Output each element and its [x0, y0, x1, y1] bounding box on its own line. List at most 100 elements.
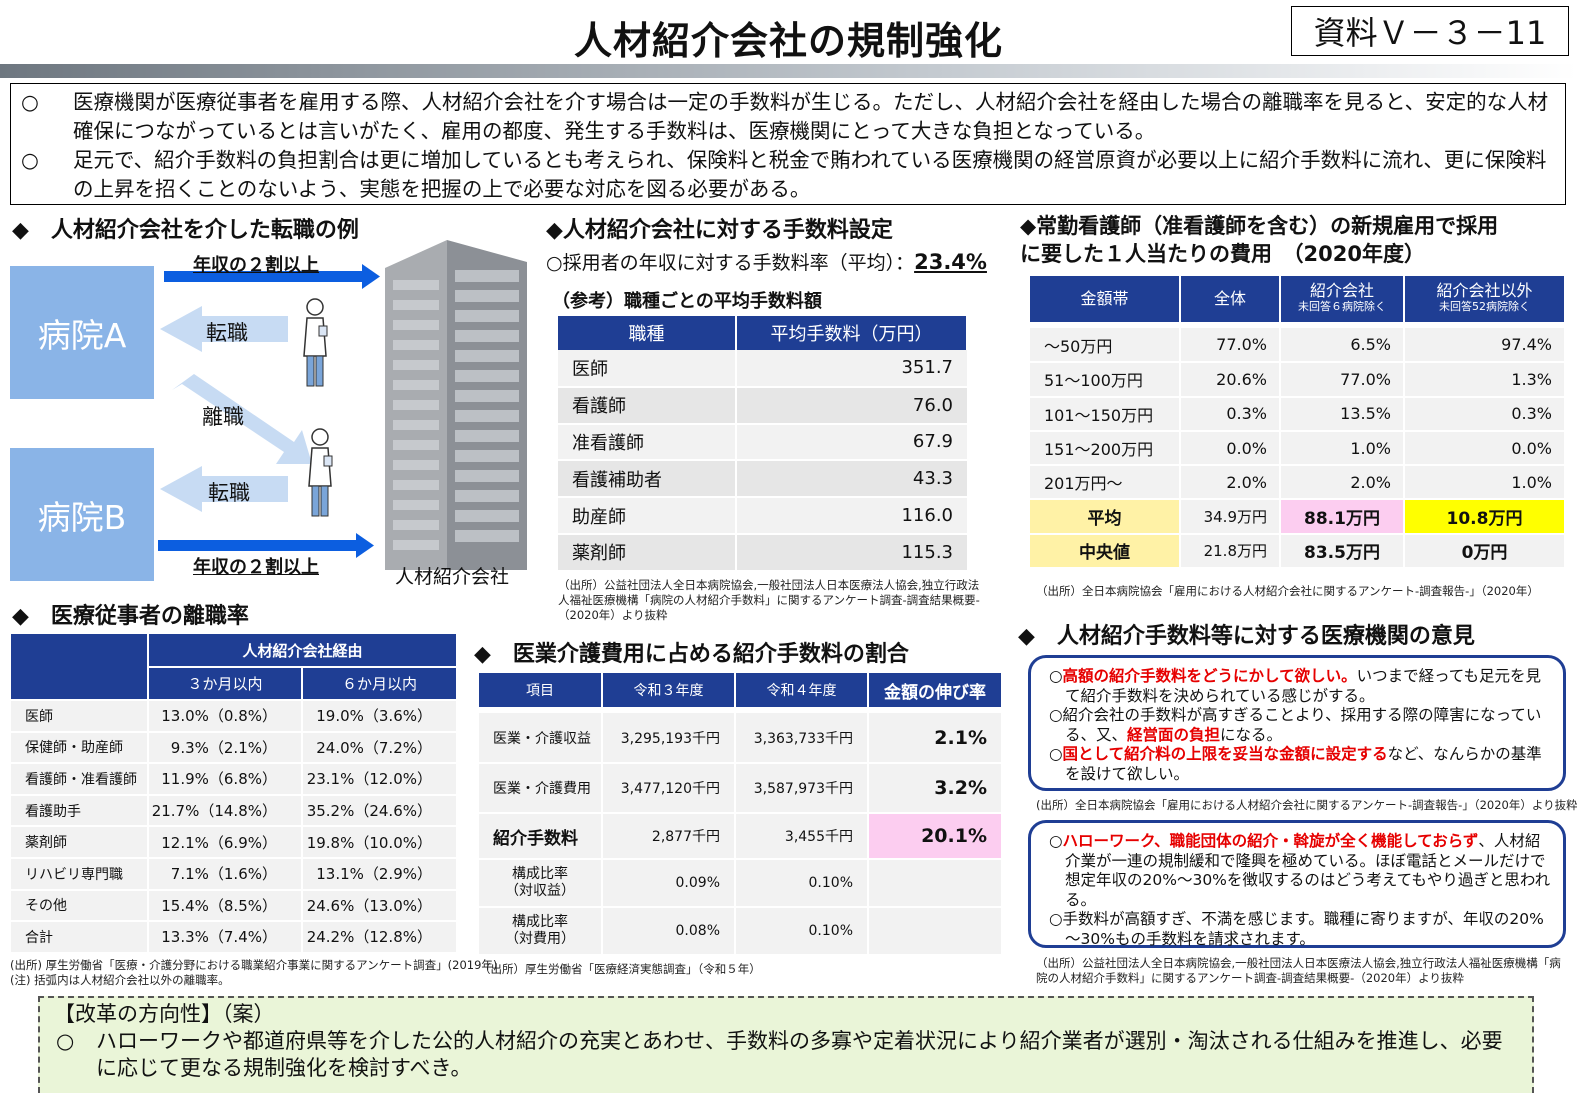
table-row: 紹介手数料 2,877千円 3,455千円 20.1% [479, 813, 1003, 860]
cost-cell: 6.5% [1280, 328, 1405, 364]
rate-cell: 21.7%（14.8%） [148, 794, 303, 828]
cost-cell: 13.5% [1280, 396, 1405, 432]
cost-band: 201万円～ [1030, 465, 1181, 501]
table-row: 看護師 76.0 [558, 386, 967, 425]
rate-col-header: ３か月以内 [148, 667, 303, 701]
tenshoku-label: 転職 [206, 321, 248, 345]
intro-paragraph: ○ 足元で、紹介手数料の負担割合は更に増加しているとも考えられ、保険料と税金で賄… [21, 146, 1557, 204]
fee-job: 医師 [558, 350, 737, 388]
hospital-b-box: 病院B [10, 448, 154, 581]
fee-job: 准看護師 [558, 423, 737, 462]
cost-cell: 0.0% [1180, 430, 1281, 467]
fee-sub-heading: （参考）職種ごとの平均手数料額 [552, 291, 822, 312]
fee-job: 看護師 [558, 386, 737, 425]
cost-band: 51～100万円 [1030, 362, 1181, 398]
turnover-table: 人材紹介会社経由 ３か月以内 ６か月以内 医師 13.0%（0.8%） 19.0%（… [11, 634, 458, 954]
ratio-label-text: 構成比率 [512, 914, 568, 930]
cost-table: 金額帯 全体 紹介会社 未回答６病院除く 紹介会社以外 未回答52病院除く ～50万… [1030, 276, 1566, 570]
rate-cell: 12.1%（6.9%） [148, 826, 303, 859]
med-source: （出所）厚生労働省「医療経済実態調査」（令和５年） [479, 962, 761, 976]
rate-cell: 24.0%（7.2%） [302, 731, 458, 765]
rate-job: 看護師・准看護師 [11, 763, 149, 796]
rate-cell: 19.0%（3.6%） [302, 700, 458, 733]
cost-cell: 83.5万円 [1280, 533, 1405, 570]
table-row: 薬剤師 12.1%（6.9%） 19.8%（10.0%） [11, 826, 458, 859]
document-number: 資料Ｖ－３－11 [1291, 6, 1569, 56]
table-row: 51～100万円 20.6% 77.0% 1.3% [1030, 362, 1566, 398]
rate-cell: 23.1%（12.0%） [302, 763, 458, 796]
opinion-text: いつまで経っても足元を見て紹介手数料を決められている感じがする。 [1065, 667, 1542, 705]
ratio-label-sub: （対収益） [505, 883, 575, 899]
circle-bullet: ○ [21, 148, 39, 172]
fee-table: 職種 平均手数料（万円） 医師 351.7 看護師 76.0 准看護師 67.9 看護… [558, 316, 968, 572]
median-label: 中央値 [1030, 533, 1181, 570]
fee-col-header: 職種 [558, 316, 737, 350]
med-col-header: 金額の伸び率 [868, 673, 1003, 707]
med-item: 医業・介護収益 [479, 713, 603, 764]
average-label: 平均 [1030, 499, 1181, 535]
cost-band: 101～150万円 [1030, 396, 1181, 432]
circle-bullet: ○ [56, 1029, 75, 1053]
page-title: 人材紹介会社の規制強化 [573, 19, 1003, 63]
arrow-left-icon [160, 306, 288, 352]
fee-amount: 115.3 [736, 533, 967, 572]
opinion-item: ○国として紹介料の上限を妥当な金額に設定するなど、なんらかの基準を設けて欲しい。 [1049, 745, 1553, 784]
opinion-text: ○ [1049, 832, 1063, 850]
fee-rate-label: ○採用者の年収に対する手数料率（平均）： [546, 252, 915, 274]
cost-band: 151～200万円 [1030, 430, 1181, 467]
circle-bullet: ○ [21, 90, 39, 114]
table-row: 助産師 116.0 [558, 497, 967, 535]
table-row: 201万円～ 2.0% 2.0% 1.0% [1030, 465, 1566, 501]
fee-col-header: 平均手数料（万円） [736, 316, 968, 350]
cost-cell: 77.0% [1280, 362, 1405, 398]
intro-box: ○ 医療機関が医療従事者を雇用する際、人材紹介会社を介す場合は一定の手数料が生じ… [10, 83, 1566, 205]
cost-cell: 0万円 [1404, 533, 1566, 570]
rate-job: 保健師・助産師 [11, 731, 149, 765]
average-row: 平均 34.9万円 88.1万円 10.8万円 [1030, 499, 1566, 535]
opinion-box-1: ○高額の紹介手数料をどうにかして欲しい。いつまで経っても足元を見て紹介手数料を決… [1028, 655, 1566, 791]
intro-paragraph: ○ 医療機関が医療従事者を雇用する際、人材紹介会社を介す場合は一定の手数料が生じ… [21, 88, 1557, 146]
opinion-item: ○手数料が高額すぎ、不満を感じます。職種に寄りますが、年収の20%～30%もの手… [1049, 910, 1553, 949]
med-cell: 0.10% [735, 859, 869, 908]
cost-cell-highlight: 10.8万円 [1404, 499, 1566, 535]
empty-cell [868, 907, 1003, 956]
table-row: 101～150万円 0.3% 13.5% 0.3% [1030, 396, 1566, 432]
hospital-a-box: 病院A [10, 266, 154, 399]
opinion-emphasis: 経営面の負担 [1127, 725, 1221, 744]
arrow-left-icon [160, 466, 288, 512]
cost-col-sub: 未回答52病院除く [1439, 300, 1530, 313]
cost-cell: 1.0% [1404, 465, 1566, 501]
ratio-label-text: 構成比率 [512, 866, 568, 882]
table-row: ～50万円 77.0% 6.5% 97.4% [1030, 328, 1566, 364]
table-row: 准看護師 67.9 [558, 423, 967, 462]
table-row: 医業・介護費用 3,477,120千円 3,587,973千円 3.2% [479, 763, 1003, 814]
opinion-text: など、なんらかの基準を設けて欲しい。 [1065, 745, 1542, 783]
empty-cell [868, 859, 1003, 908]
table-row: 医師 13.0%（0.8%） 19.0%（3.6%） [11, 700, 458, 733]
cost-cell: 20.6% [1180, 362, 1281, 398]
fee-job: 薬剤師 [558, 533, 737, 572]
reform-text: ハローワークや都道府県等を介した公的人材紹介の充実とあわせ、手数料の多寡や定着状… [96, 1029, 1503, 1080]
table-row: 薬剤師 115.3 [558, 533, 967, 572]
reform-heading: 【改革の方向性】（案） [54, 1002, 275, 1026]
growth-cell: 2.1% [868, 713, 1003, 764]
rate-heading: ◆ 医療従事者の離職率 [12, 604, 249, 629]
nurse-person-icon [308, 428, 333, 517]
med-heading: ◆ 医業介護費用に占める紹介手数料の割合 [474, 642, 909, 667]
opinion-text: になる。 [1220, 725, 1283, 744]
rate-note: (注) 括弧内は人材紹介会社以外の離職率。 [10, 973, 230, 987]
rate-cell: 11.9%（6.8%） [148, 763, 303, 796]
fee-amount: 351.7 [736, 350, 967, 388]
fee-label-bottom: 年収の２割以上 [193, 557, 319, 578]
med-cell: 3,477,120千円 [602, 763, 736, 814]
cost-cell-highlight: 88.1万円 [1280, 499, 1405, 535]
fee-source: （出所）公益社団法人全日本病院協会,一般社団法人日本医療法人協会,独立行政法人福… [558, 578, 980, 622]
med-cell: 3,587,973千円 [735, 763, 869, 814]
med-cell: 3,363,733千円 [735, 713, 869, 764]
opinion-text: ○ [1049, 667, 1063, 685]
rate-cell: 24.6%（13.0%） [302, 889, 458, 923]
rate-job: その他 [11, 889, 149, 923]
table-row: 医師 351.7 [558, 350, 967, 388]
opinion-text: ○紹介会社の手数料が高すぎることより、採用する際の障害になっている、又、 [1049, 706, 1542, 744]
ratio-label-sub: （対費用） [505, 931, 575, 947]
